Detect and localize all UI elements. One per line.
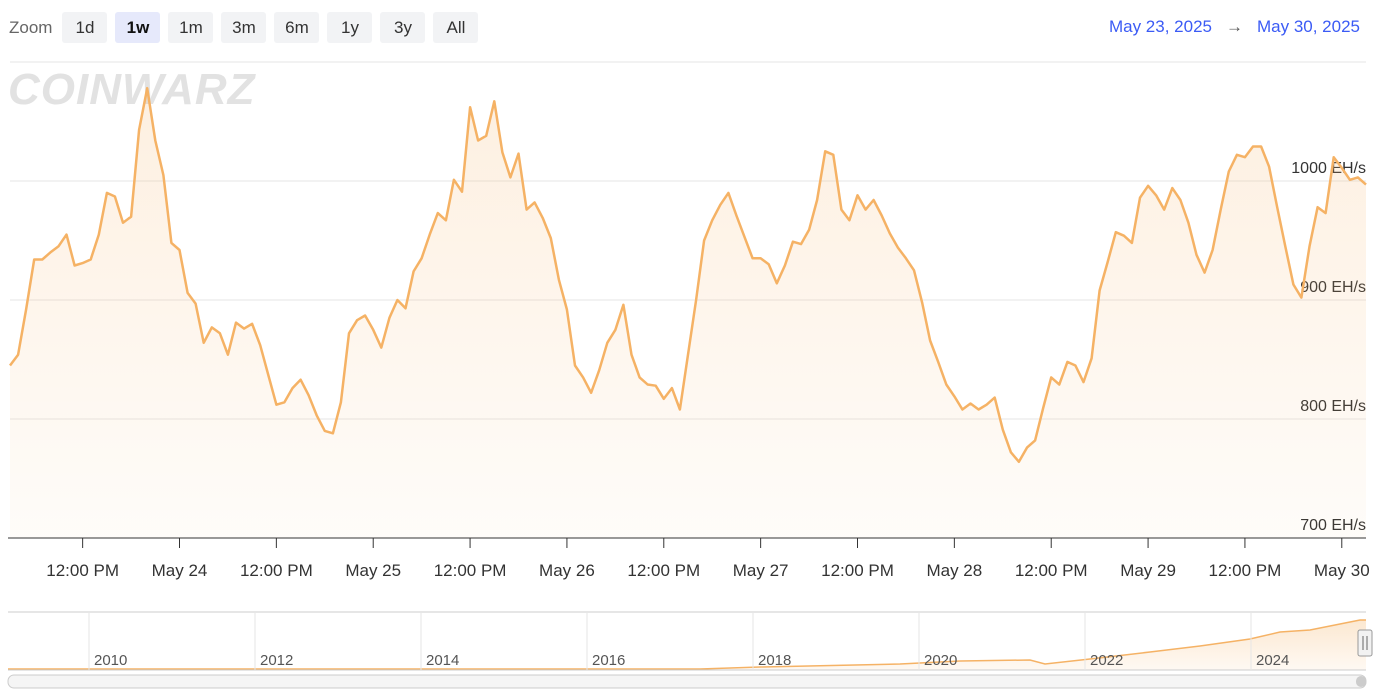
date-range: May 23, 2025 → May 30, 2025 [1109, 17, 1360, 37]
x-tick-label: May 29 [1120, 561, 1176, 580]
navigator-label: 2020 [924, 652, 957, 669]
x-tick-label: 12:00 PM [240, 561, 313, 580]
zoom-button[interactable]: 3m [221, 12, 267, 43]
navigator-label: 2010 [94, 652, 127, 669]
navigator-label: 2018 [758, 652, 791, 669]
scrollbar[interactable] [7, 674, 1367, 689]
x-tick-label: May 30 [1314, 561, 1370, 580]
range-to[interactable]: May 30, 2025 [1256, 17, 1360, 36]
zoom-button[interactable]: All [433, 12, 479, 43]
zoom-button[interactable]: 1d [62, 12, 108, 43]
x-tick-label: May 24 [152, 561, 208, 580]
navigator-label: 2022 [1090, 652, 1123, 669]
x-tick-label: 12:00 PM [1209, 561, 1282, 580]
navigator-label: 2024 [1256, 652, 1289, 669]
range-from[interactable]: May 23, 2025 [1108, 17, 1212, 36]
area-fill [10, 88, 1366, 538]
navigator-area [8, 620, 1366, 670]
y-tick-label: 1000 EH/s [1291, 160, 1366, 177]
navigator-label: 2014 [426, 652, 459, 669]
navigator-label: 2016 [592, 652, 625, 669]
scrollbar-thumb[interactable] [1356, 676, 1366, 687]
zoom-label: Zoom [9, 17, 53, 37]
x-tick-label: May 25 [345, 561, 401, 580]
navigator-handle[interactable] [1357, 629, 1373, 657]
x-tick-label: 12:00 PM [1015, 561, 1088, 580]
zoom-button[interactable]: 3y [380, 12, 426, 43]
navigator-label: 2012 [260, 652, 293, 669]
x-tick-label: 12:00 PM [821, 561, 894, 580]
watermark: COINWARZ [8, 65, 257, 114]
zoom-button[interactable]: 1w [115, 12, 161, 43]
x-tick-label: 12:00 PM [434, 561, 507, 580]
zoom-button[interactable]: 6m [274, 12, 320, 43]
navigator-line [8, 619, 1366, 670]
x-tick-label: May 27 [733, 561, 789, 580]
x-tick-label: 12:00 PM [46, 561, 119, 580]
zoom-toolbar: Zoom 1d 1w 1m 3m 6m 1y 3y All [9, 12, 479, 43]
x-tick-label: May 28 [926, 561, 982, 580]
x-tick-label: 12:00 PM [627, 561, 700, 580]
line [9, 86, 1367, 464]
zoom-button[interactable]: 1y [327, 12, 373, 43]
navigator: 2010 2012 2014 2016 2018 2020 2022 2024 [7, 611, 1373, 689]
x-tick-label: May 26 [539, 561, 595, 580]
range-arrow: → [1225, 17, 1243, 36]
zoom-button[interactable]: 1m [168, 12, 214, 43]
